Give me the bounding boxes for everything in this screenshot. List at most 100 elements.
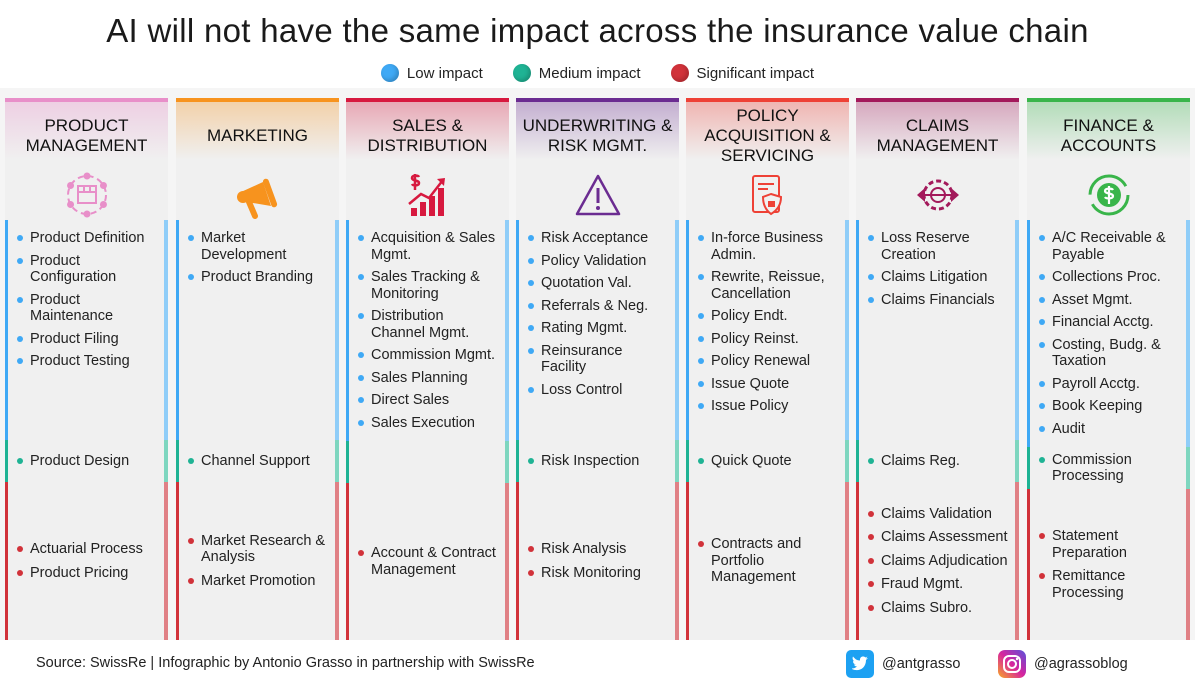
item-label: Product Definition <box>30 230 145 246</box>
item-label: Claims Subro. <box>881 599 973 616</box>
list-item: A/C Receivable & Payable <box>1039 230 1181 263</box>
item-label: Quick Quote <box>711 452 792 469</box>
item-label: Market Research & Analysis <box>201 532 326 566</box>
list-item: Book Keeping <box>1039 398 1181 415</box>
bullet-low <box>188 235 194 241</box>
legend-label: Medium impact <box>538 64 641 82</box>
bullet-significant <box>17 546 23 552</box>
item-label: Issue Policy <box>711 398 789 414</box>
column-title: Marketing <box>206 126 309 145</box>
column-header: Underwriting & Risk Mgmt. <box>516 98 679 170</box>
item-label: Remittance Processing <box>1052 568 1126 601</box>
bullet-low <box>1039 319 1045 325</box>
list-item: Actuarial Process <box>17 541 159 558</box>
list-item: Distribution Channel Mgmt. <box>358 308 500 341</box>
bullet-significant <box>868 581 874 588</box>
bullet-significant <box>868 510 874 517</box>
list-item: Claims Litigation <box>868 269 1010 286</box>
list-item: Policy Endt. <box>698 308 840 325</box>
value-chain-column: Marketing Market Development Product Bran… <box>176 98 339 640</box>
bullet-low <box>1039 403 1045 409</box>
item-label: Sales Execution <box>371 414 475 431</box>
list-item: Product Definition <box>17 230 159 247</box>
claims-gear-arrows-icon <box>856 170 1019 220</box>
item-label: Commission Processing <box>1052 451 1132 485</box>
bullet-low <box>698 380 704 387</box>
list-item: Direct Sales <box>358 392 500 409</box>
list-item: Product Testing <box>17 353 159 370</box>
list-item: Claims Financials <box>868 292 1010 309</box>
item-label: Claims Financials <box>881 291 995 308</box>
bullet-low <box>868 296 874 303</box>
twitter-icon <box>846 650 874 678</box>
bullet-low <box>698 274 704 280</box>
list-item: Claims Subro. <box>868 600 1010 617</box>
bullet-low <box>358 374 364 381</box>
bullet-medium <box>868 457 874 464</box>
item-label: Product Testing <box>30 353 130 369</box>
list-item: Loss Reserve Creation <box>868 230 1010 263</box>
product-box-gears-icon <box>5 170 168 220</box>
list-item: Product Configuration <box>17 253 159 286</box>
item-label: Policy Renewal <box>711 353 811 369</box>
item-label: Market Development <box>201 230 287 263</box>
bullet-significant <box>868 534 874 541</box>
item-label: Reinsurance Facility <box>541 342 623 376</box>
list-item: Fraud Mgmt. <box>868 576 1010 593</box>
item-label: Policy Validation <box>541 252 647 269</box>
bullet-medium <box>188 457 194 464</box>
item-label: Account & Contract Management <box>371 545 496 578</box>
list-item: Claims Assessment <box>868 529 1010 546</box>
list-item: Product Filing <box>17 331 159 348</box>
list-item: Rating Mgmt. <box>528 320 670 337</box>
bullet-low <box>698 335 704 342</box>
column-title: Product Management <box>25 116 148 155</box>
bullet-significant <box>188 577 194 584</box>
item-label: Claims Validation <box>881 505 992 522</box>
sales-growth-chart-icon <box>346 170 509 220</box>
column-title: Finance & Accounts <box>1060 116 1157 155</box>
item-label: Product Filing <box>30 330 119 347</box>
value-chain-column: Policy Acquisition & Servicing In-force … <box>686 98 849 640</box>
list-item: Account & Contract Management <box>358 545 500 578</box>
significant-impact-section: Market Research & Analysis Market Promoti… <box>176 482 339 640</box>
twitter-handle-text: @antgrasso <box>882 656 961 672</box>
megaphone-icon <box>176 170 339 220</box>
low-impact-section: Risk Acceptance Policy Validation Quotatio… <box>516 220 679 440</box>
list-item: Risk Monitoring <box>528 565 670 582</box>
twitter-handle[interactable]: @antgrasso <box>846 650 960 678</box>
column-header: Claims Management <box>856 98 1019 170</box>
item-label: Rewrite, Reissue, Cancellation <box>711 269 825 302</box>
list-item: Risk Acceptance <box>528 230 670 247</box>
column-header: Policy Acquisition & Servicing <box>686 98 849 170</box>
item-label: Contracts and Portfolio Management <box>711 536 802 586</box>
list-item: Asset Mgmt. <box>1039 292 1181 309</box>
list-item: Risk Inspection <box>528 453 670 470</box>
item-label: Rating Mgmt. <box>541 320 628 336</box>
bullet-medium <box>17 457 23 464</box>
medium-impact-section: Commission Processing <box>1027 447 1190 489</box>
significant-impact-section: Statement Preparation Remittance Processi… <box>1027 489 1190 640</box>
item-label: Statement Preparation <box>1052 528 1127 561</box>
list-item: Policy Renewal <box>698 353 840 370</box>
value-chain-column: Finance & Accounts A/C Receivable & Paya… <box>1027 98 1190 640</box>
instagram-handle[interactable]: @agrassoblog <box>998 650 1128 678</box>
legend-label: Low impact <box>406 64 483 82</box>
bullet-low <box>698 235 704 241</box>
bullet-low <box>698 313 704 319</box>
medium-impact-section: Risk Inspection <box>516 440 679 482</box>
value-chain-column: Sales & Distribution Acquisition & Sales… <box>346 98 509 640</box>
bullet-low <box>17 335 23 342</box>
column-header: Finance & Accounts <box>1027 98 1190 170</box>
list-item: Channel Support <box>188 453 330 470</box>
bullet-significant <box>188 537 194 544</box>
list-item: Sales Tracking & Monitoring <box>358 269 500 302</box>
medium-impact-section: Channel Support <box>176 440 339 482</box>
list-item: Commission Processing <box>1039 452 1181 485</box>
list-item: Financial Acctg. <box>1039 314 1181 331</box>
list-item: Statement Preparation <box>1039 528 1181 561</box>
column-header: Product Management <box>5 98 168 170</box>
item-label: Product Maintenance <box>30 291 114 325</box>
list-item: Payroll Acctg. <box>1039 376 1181 393</box>
list-item: Policy Reinst. <box>698 331 840 348</box>
